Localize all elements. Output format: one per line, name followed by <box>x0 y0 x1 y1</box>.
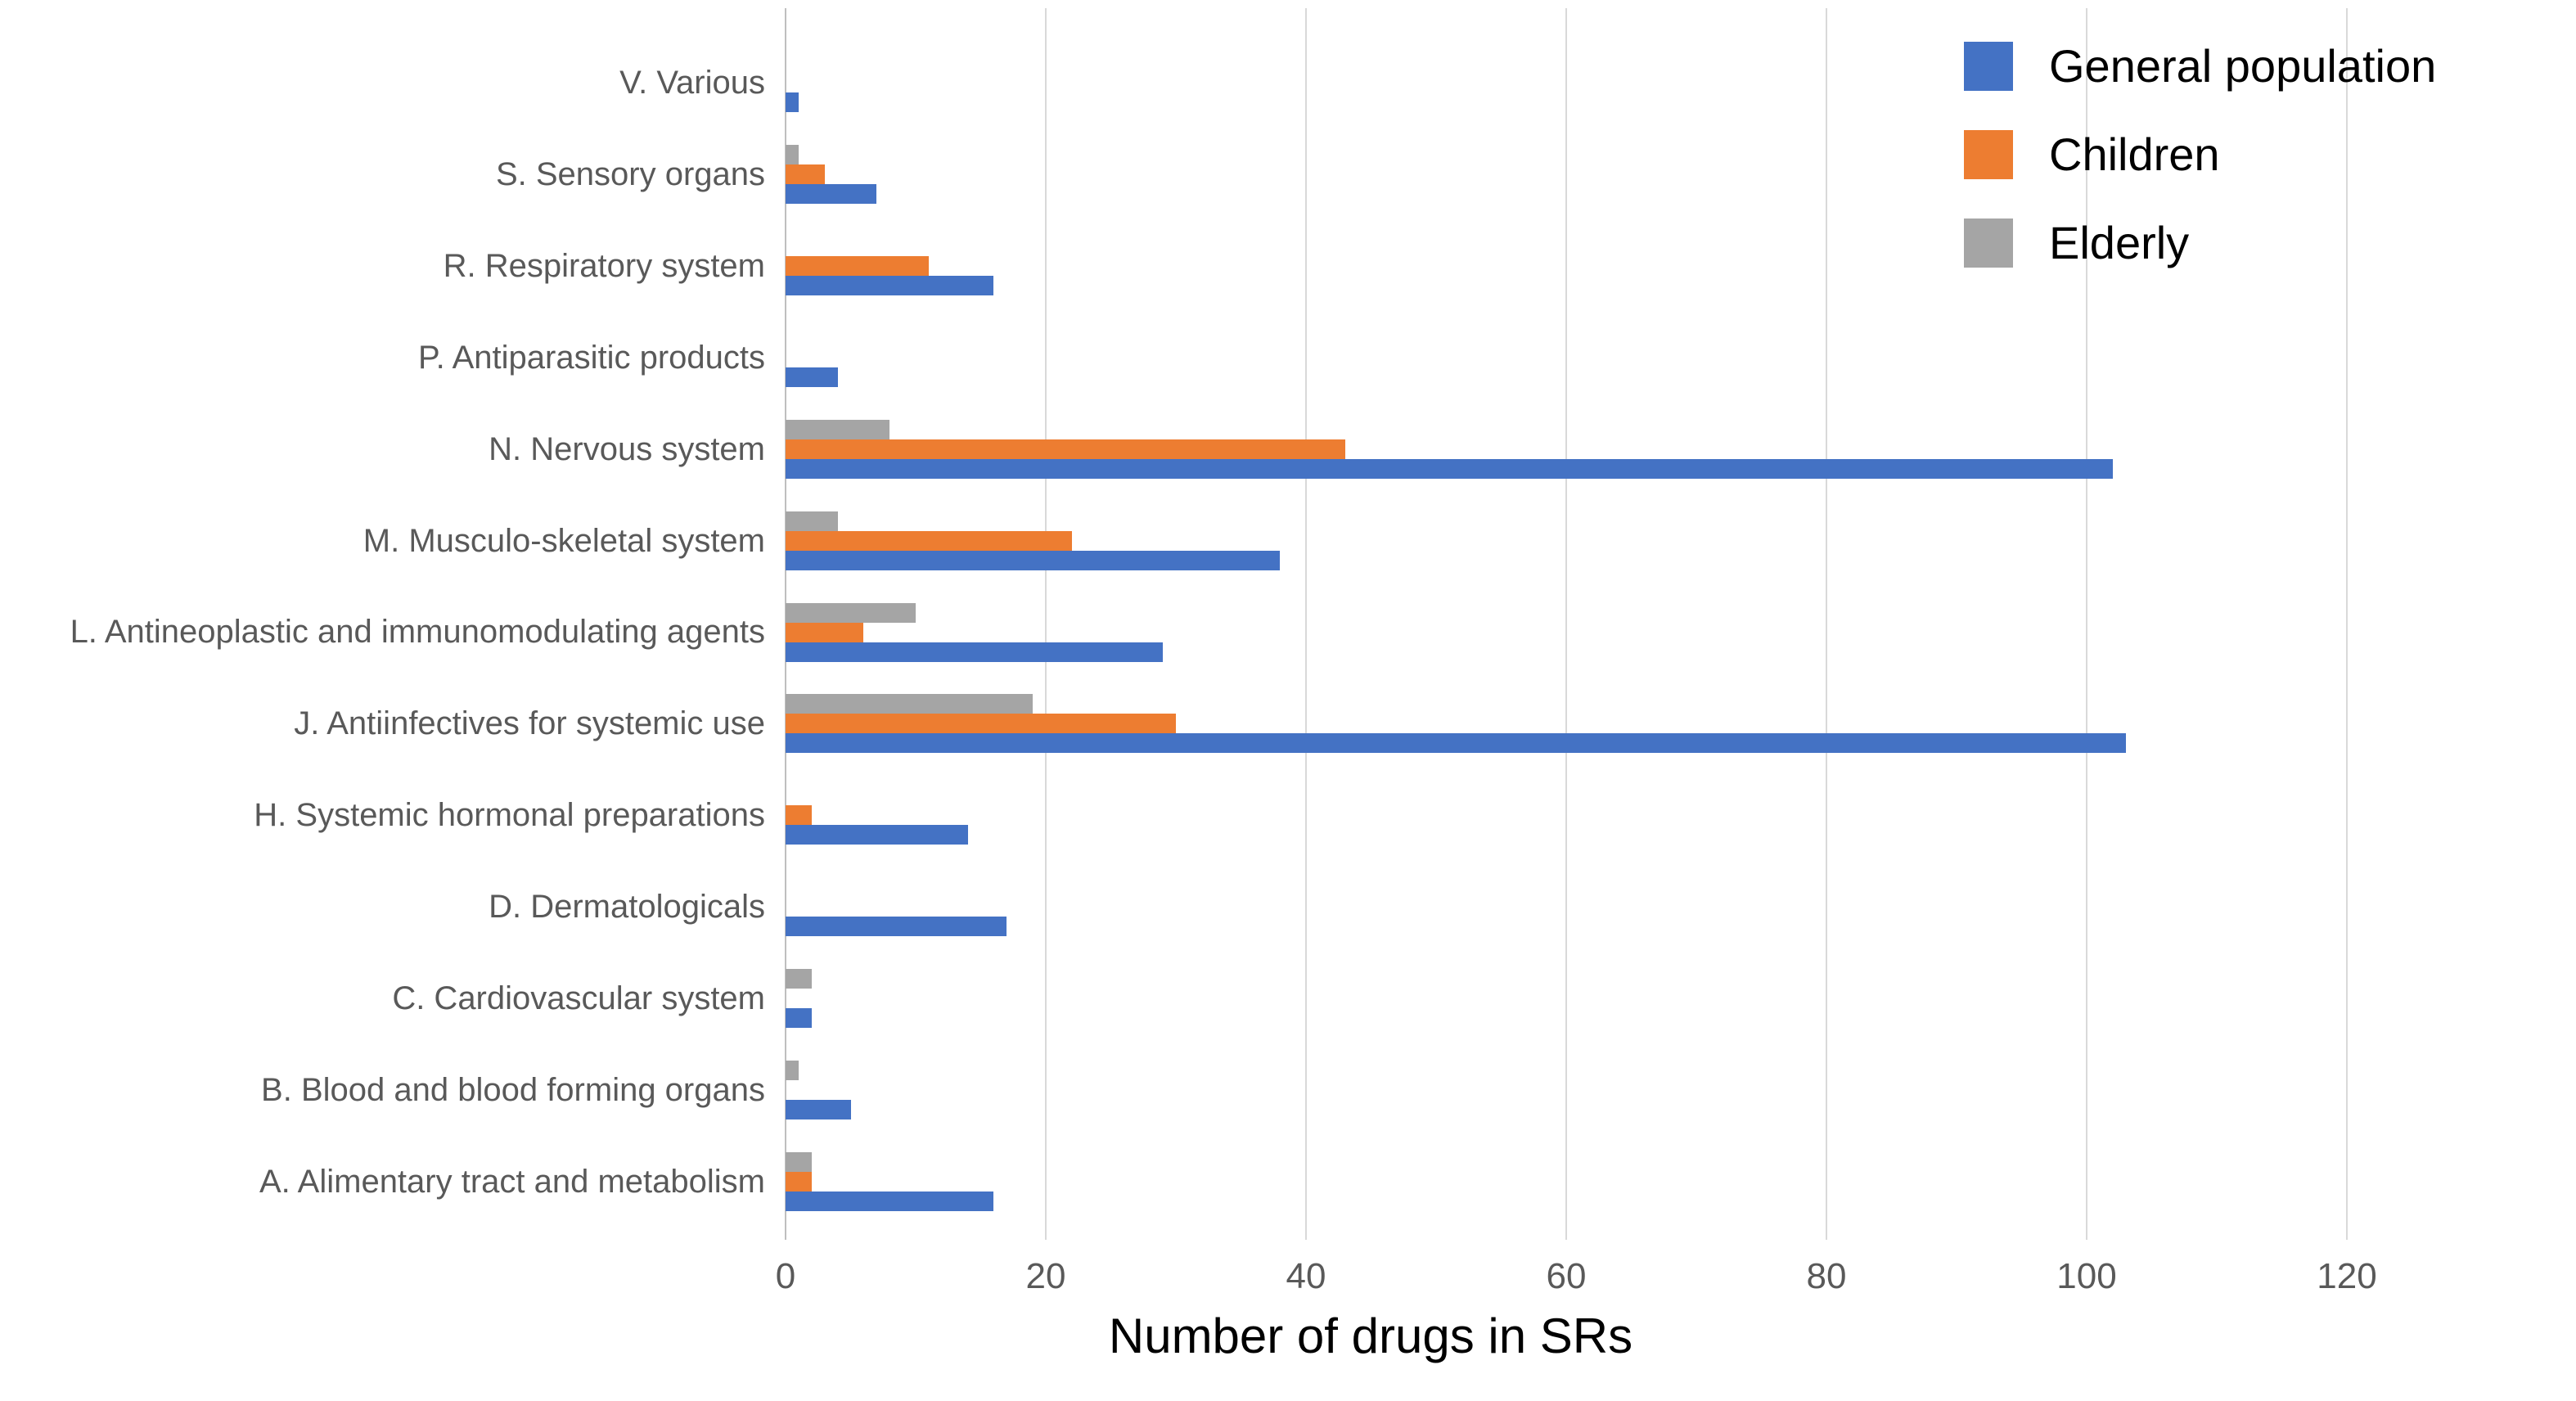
bar-elderly-m <box>786 511 838 531</box>
bar-general-population-b <box>786 1100 851 1120</box>
gridline-x-60 <box>1565 8 1567 1240</box>
legend-item-general-population: General population <box>1964 39 2436 92</box>
x-tick-label-60: 60 <box>1546 1256 1587 1296</box>
bar-elderly-l <box>786 602 916 623</box>
legend-swatch-elderly <box>1964 218 2013 268</box>
category-label-b: B. Blood and blood forming organs <box>261 1072 765 1109</box>
bar-children-r <box>786 255 929 276</box>
bar-children-j <box>786 714 1176 734</box>
legend-label-elderly: Elderly <box>2049 217 2190 268</box>
bar-group-n <box>786 403 2430 495</box>
bar-elderly-j <box>786 694 1033 714</box>
bar-children-n <box>786 439 1345 459</box>
bar-group-d <box>786 861 2430 953</box>
bar-group-j <box>786 678 2430 769</box>
x-tick-label-20: 20 <box>1025 1256 1066 1296</box>
bar-group-c <box>786 953 2430 1044</box>
bar-general-population-c <box>786 1008 812 1029</box>
bar-general-population-v <box>786 92 799 112</box>
bar-group-m <box>786 495 2430 587</box>
legend-item-children: Children <box>1964 128 2436 181</box>
legend-item-elderly: Elderly <box>1964 216 2436 269</box>
bar-children-l <box>786 622 863 642</box>
bar-elderly-b <box>786 1061 799 1081</box>
x-tick-label-120: 120 <box>2317 1256 2377 1296</box>
bar-group-a <box>786 1136 2430 1228</box>
bar-group-p <box>786 312 2430 403</box>
x-axis-title: Number of drugs in SRs <box>1108 1309 1633 1363</box>
category-label-s: S. Sensory organs <box>495 155 765 192</box>
bar-general-population-h <box>786 825 968 845</box>
x-tick-label-40: 40 <box>1286 1256 1326 1296</box>
bar-general-population-d <box>786 917 1007 937</box>
bar-general-population-r <box>786 275 993 295</box>
bar-group-r <box>786 220 2430 312</box>
bar-children-h <box>786 805 812 826</box>
category-label-d: D. Dermatologicals <box>489 889 765 926</box>
bar-general-population-l <box>786 642 1163 662</box>
category-label-m: M. Musculo-skeletal system <box>363 522 765 559</box>
bar-elderly-a <box>786 1152 812 1173</box>
category-label-j: J. Antiinfectives for systemic use <box>294 705 765 742</box>
category-label-r: R. Respiratory system <box>443 247 765 284</box>
category-label-l: L. Antineoplastic and immunomodulating a… <box>70 614 765 651</box>
category-label-c: C. Cardiovascular system <box>392 980 765 1017</box>
bar-children-m <box>786 530 1072 551</box>
legend-swatch-general-population <box>1964 41 2013 91</box>
bar-elderly-s <box>786 144 799 164</box>
plot-area <box>785 8 2430 1240</box>
category-label-v: V. Various <box>619 64 765 101</box>
category-label-a: A. Alimentary tract and metabolism <box>259 1164 765 1201</box>
x-tick-label-80: 80 <box>1806 1256 1847 1296</box>
bar-general-population-j <box>786 733 2126 754</box>
gridline-x-80 <box>1826 8 1827 1240</box>
legend-swatch-children <box>1964 129 2013 179</box>
bar-elderly-c <box>786 969 812 989</box>
bar-children-a <box>786 1172 812 1192</box>
bar-children-s <box>786 164 825 184</box>
bar-group-b <box>786 1044 2430 1136</box>
legend-label-general-population: General population <box>2049 40 2437 92</box>
legend-label-children: Children <box>2049 128 2220 180</box>
gridline-x-120 <box>2346 8 2348 1240</box>
bar-general-population-p <box>786 367 838 387</box>
bar-general-population-m <box>786 550 1280 570</box>
bar-general-population-n <box>786 458 2113 479</box>
category-label-p: P. Antiparasitic products <box>418 339 765 376</box>
bar-general-population-s <box>786 183 876 204</box>
legend: General population Children Elderly <box>1964 39 2436 269</box>
bar-group-v <box>786 37 2430 128</box>
gridline-x-20 <box>1045 8 1047 1240</box>
x-tick-label-100: 100 <box>2056 1256 2117 1296</box>
category-axis-labels: V. Various S. Sensory organs R. Respirator… <box>0 37 765 1228</box>
category-label-n: N. Nervous system <box>489 430 765 467</box>
bar-group-h <box>786 769 2430 861</box>
bar-group-l <box>786 587 2430 678</box>
bar-group-s <box>786 128 2430 220</box>
gridline-x-40 <box>1305 8 1307 1240</box>
x-tick-label-0: 0 <box>775 1256 796 1296</box>
category-label-h: H. Systemic hormonal preparations <box>254 797 765 834</box>
bar-general-population-a <box>786 1192 993 1212</box>
bar-elderly-n <box>786 419 889 439</box>
bar-rows <box>786 37 2430 1228</box>
gridline-x-100 <box>2086 8 2087 1240</box>
